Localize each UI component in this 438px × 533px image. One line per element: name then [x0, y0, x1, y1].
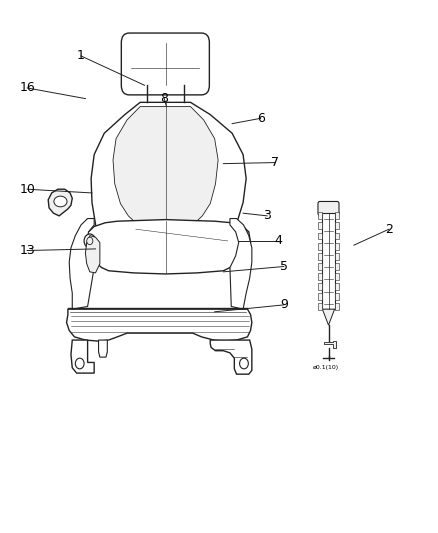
Polygon shape [99, 340, 107, 357]
Text: 3: 3 [263, 209, 271, 222]
Polygon shape [71, 340, 94, 373]
Bar [335, 283, 339, 290]
Bar [318, 283, 322, 290]
Bar [318, 263, 322, 270]
Bar [335, 273, 339, 280]
Polygon shape [48, 189, 72, 216]
Bar [322, 213, 335, 309]
Text: 10: 10 [19, 183, 35, 196]
Polygon shape [85, 236, 100, 273]
Polygon shape [113, 107, 218, 232]
Bar [335, 263, 339, 270]
Bar [318, 253, 322, 260]
Circle shape [75, 358, 84, 369]
Text: 2: 2 [385, 223, 393, 236]
Circle shape [240, 358, 248, 369]
Bar [318, 293, 322, 300]
Text: 13: 13 [19, 244, 35, 257]
Text: 16: 16 [19, 82, 35, 94]
Bar [335, 243, 339, 249]
Circle shape [87, 237, 93, 245]
FancyBboxPatch shape [318, 201, 339, 215]
Text: 4: 4 [274, 235, 282, 247]
Polygon shape [324, 341, 336, 348]
Bar [318, 222, 322, 229]
Bar [335, 293, 339, 300]
Bar [318, 303, 322, 310]
Text: 6: 6 [257, 112, 265, 125]
Text: ø0.1(10): ø0.1(10) [313, 365, 339, 370]
FancyBboxPatch shape [121, 33, 209, 95]
Text: 7: 7 [271, 156, 279, 169]
Polygon shape [230, 219, 252, 309]
Bar [318, 212, 322, 220]
Bar [318, 273, 322, 280]
Ellipse shape [54, 196, 67, 207]
Bar [318, 232, 322, 239]
Polygon shape [210, 340, 252, 374]
Text: 9: 9 [280, 298, 288, 311]
Text: 5: 5 [280, 260, 288, 273]
Bar [335, 222, 339, 229]
Polygon shape [69, 219, 94, 309]
Bar [335, 232, 339, 239]
Polygon shape [322, 309, 335, 325]
Polygon shape [91, 102, 246, 272]
Polygon shape [67, 309, 252, 341]
Bar [335, 303, 339, 310]
Text: 8: 8 [160, 92, 168, 105]
Polygon shape [87, 220, 251, 274]
Text: 1: 1 [77, 50, 85, 62]
Bar [335, 212, 339, 220]
Circle shape [84, 234, 95, 248]
Bar [318, 243, 322, 249]
Bar [335, 253, 339, 260]
